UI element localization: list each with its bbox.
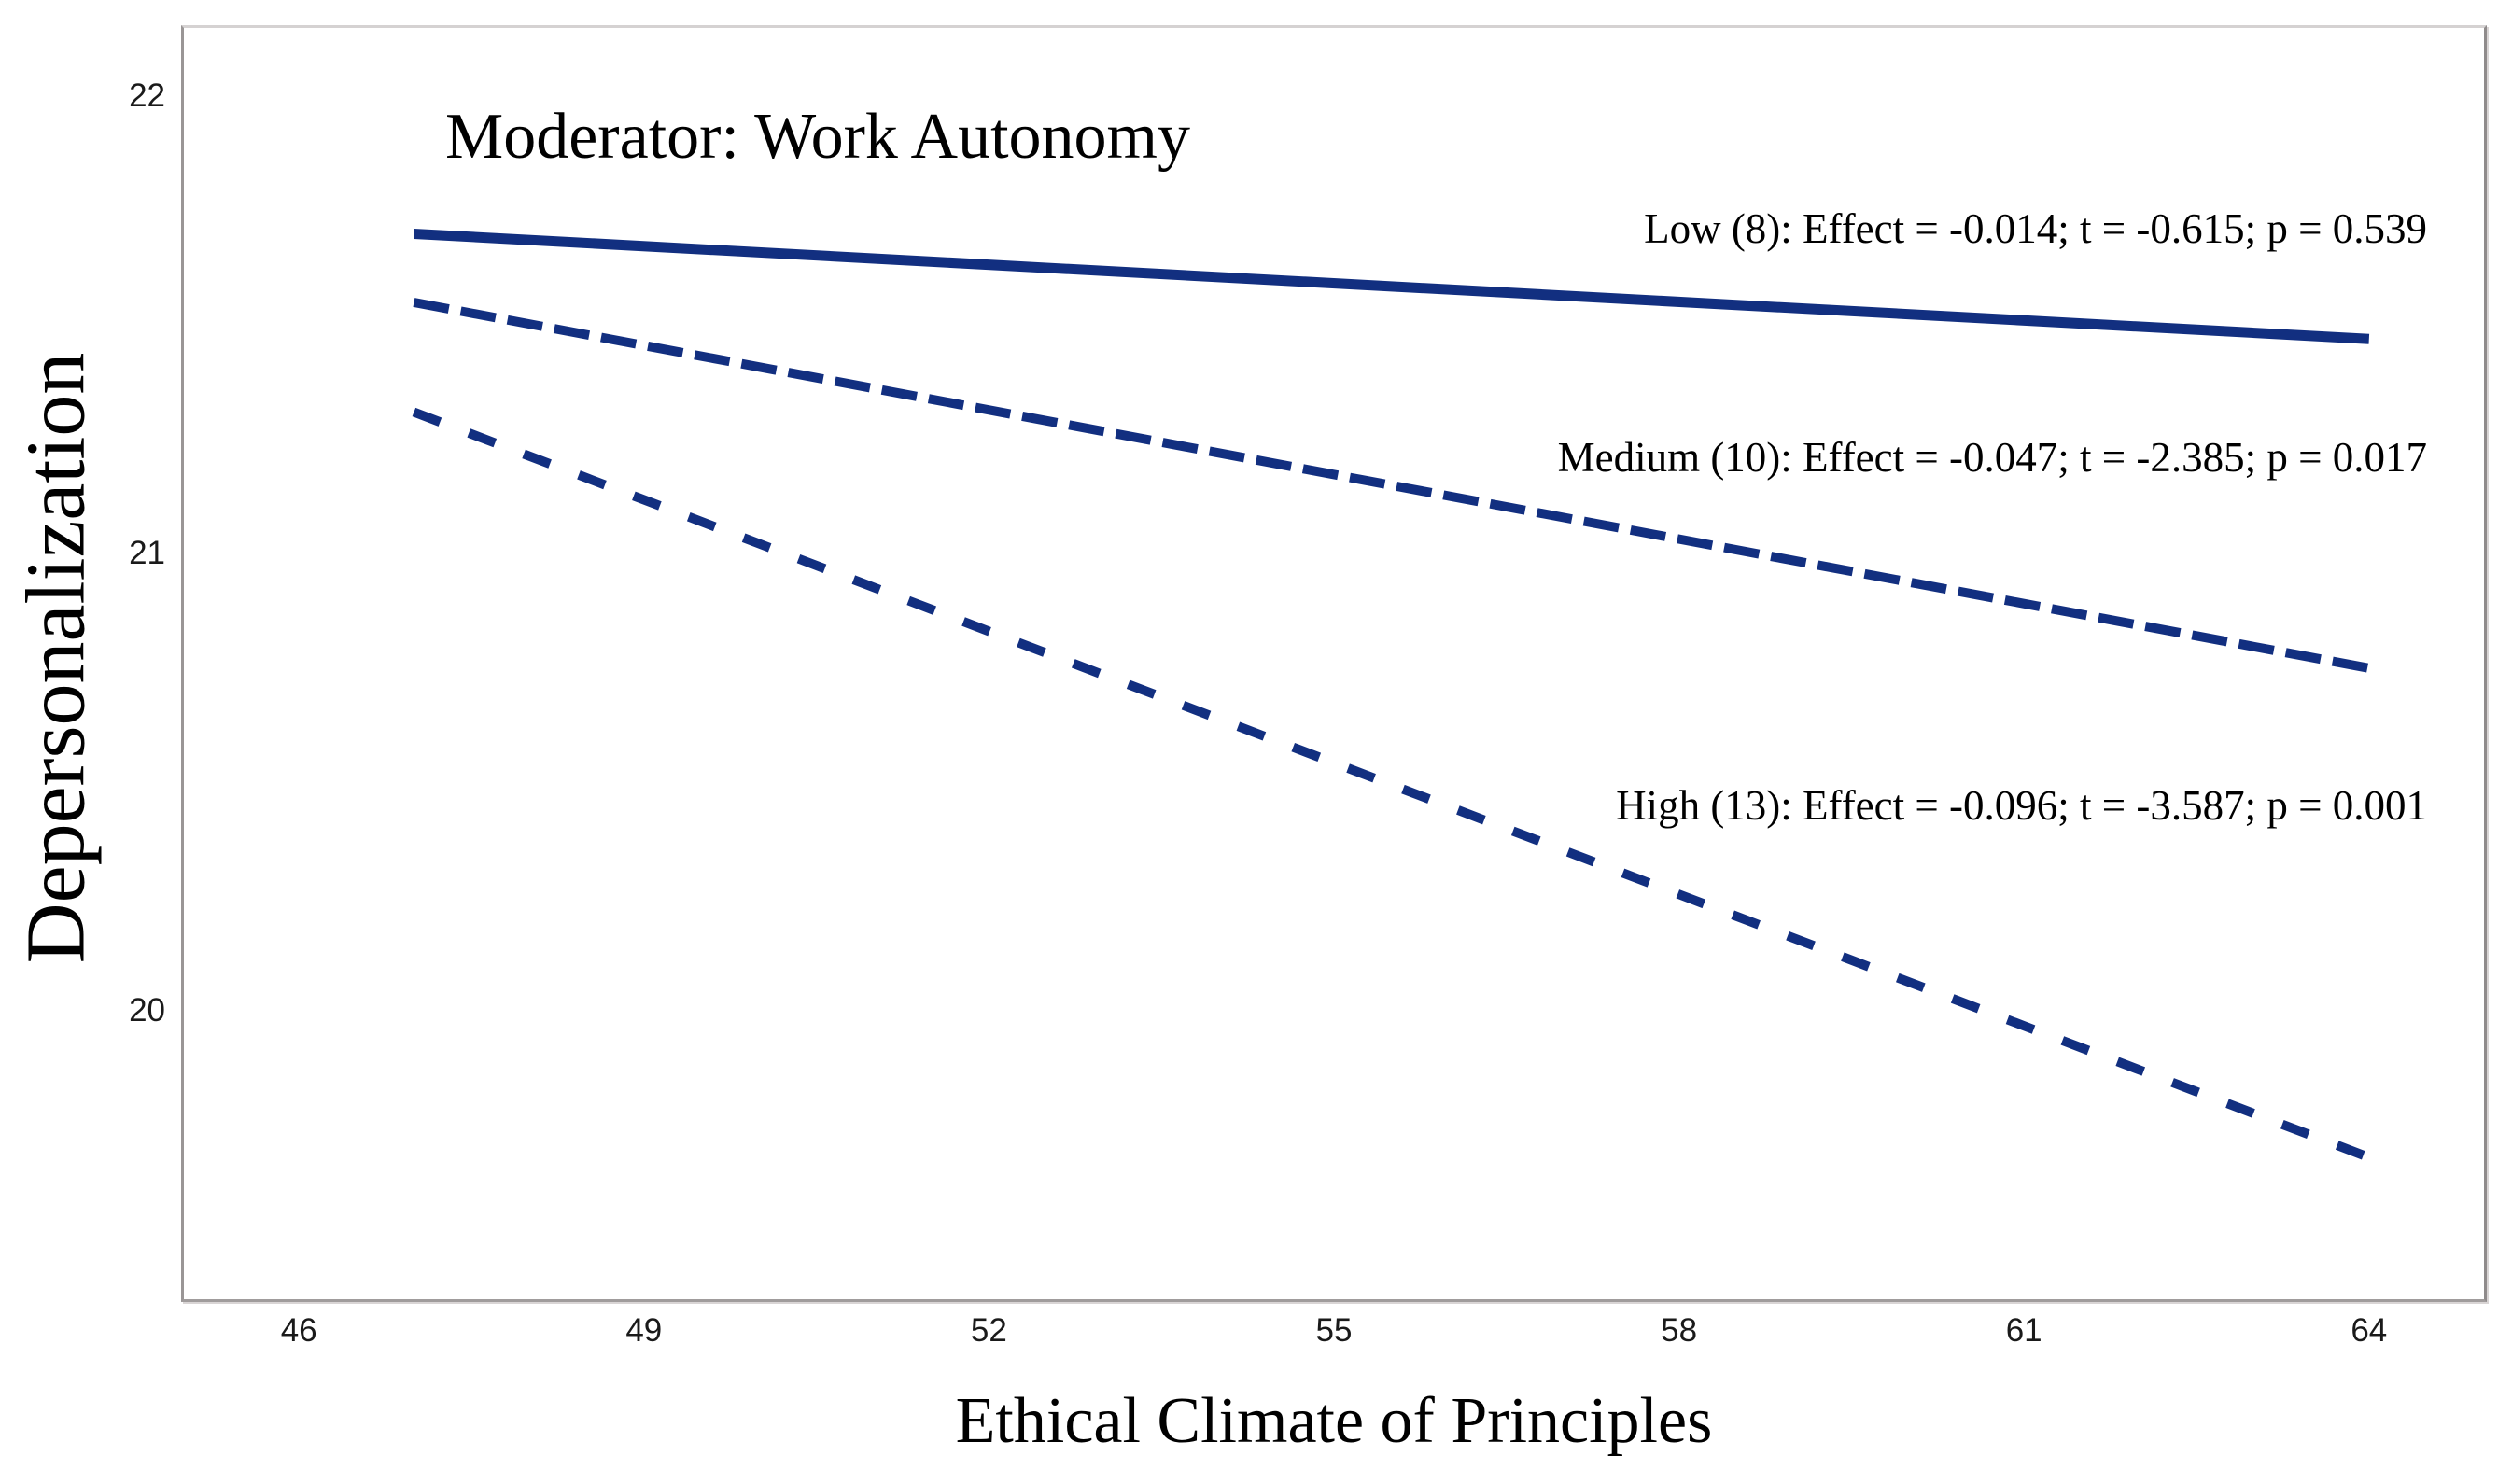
y-tick-label-22: 22 bbox=[129, 77, 165, 115]
x-axis-title: Ethical Climate of Principles bbox=[955, 1385, 1713, 1457]
annotation-medium-series: Medium (10): Effect = -0.047; t = -2.385… bbox=[1557, 434, 2427, 481]
annotation-high-series: High (13): Effect = -0.096; t = -3.587; … bbox=[1616, 782, 2427, 829]
x-tick-label-55: 55 bbox=[1315, 1312, 1353, 1349]
x-tick-label-52: 52 bbox=[970, 1312, 1007, 1349]
x-tick-label-61: 61 bbox=[2005, 1312, 2042, 1349]
x-tick-label-64: 64 bbox=[2351, 1312, 2388, 1349]
series-line-medium bbox=[413, 298, 2370, 673]
y-axis-title: Depersonalization bbox=[9, 352, 103, 964]
annotation-low-series: Low (8): Effect = -0.014; t = -0.615; p … bbox=[1644, 205, 2427, 252]
chart-title: Moderator: Work Autonomy bbox=[445, 101, 1190, 173]
series-line-low bbox=[414, 229, 2370, 344]
x-tick-label-49: 49 bbox=[625, 1312, 663, 1349]
plot-area: Moderator: Work Autonomy Low (8): Effect… bbox=[181, 25, 2487, 1302]
plot-lines-svg bbox=[412, 229, 2371, 1162]
y-tick-label-20: 20 bbox=[129, 992, 165, 1029]
y-tick-label-21: 21 bbox=[129, 535, 165, 572]
x-tick-label-58: 58 bbox=[1661, 1312, 1698, 1349]
x-tick-label-46: 46 bbox=[280, 1312, 317, 1349]
